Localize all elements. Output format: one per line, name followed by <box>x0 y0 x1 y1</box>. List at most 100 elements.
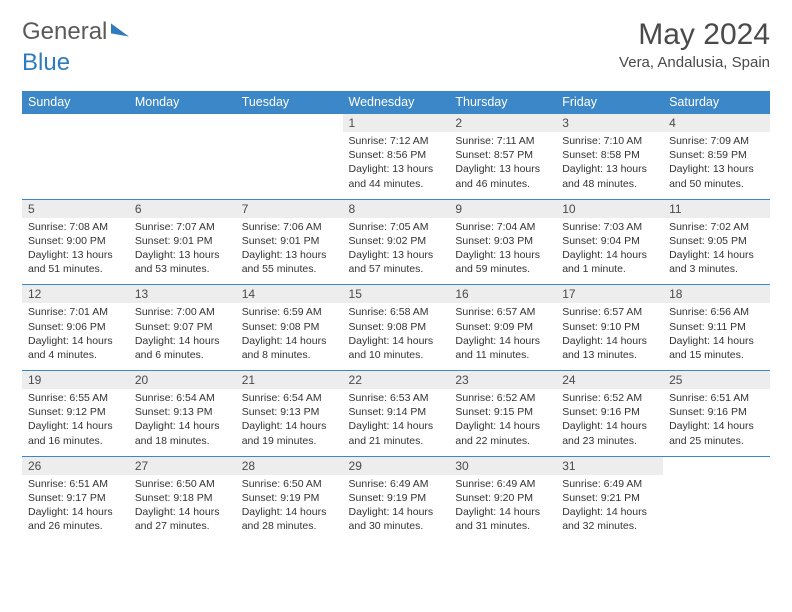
daylight-text-1: Daylight: 13 hours <box>455 162 550 176</box>
daylight-text-1: Daylight: 14 hours <box>242 334 337 348</box>
daylight-text-2: and 6 minutes. <box>135 348 230 362</box>
day-cell-23: 23Sunrise: 6:52 AMSunset: 9:15 PMDayligh… <box>449 371 556 457</box>
day-cell-29: 29Sunrise: 6:49 AMSunset: 9:19 PMDayligh… <box>343 456 450 541</box>
daylight-text-2: and 50 minutes. <box>669 177 764 191</box>
daylight-text-2: and 1 minute. <box>562 262 657 276</box>
calendar-table: SundayMondayTuesdayWednesdayThursdayFrid… <box>22 91 770 541</box>
day-number: 7 <box>236 200 343 218</box>
day-data: Sunrise: 7:09 AMSunset: 8:59 PMDaylight:… <box>663 132 770 199</box>
day-data: Sunrise: 7:11 AMSunset: 8:57 PMDaylight:… <box>449 132 556 199</box>
day-data: Sunrise: 6:58 AMSunset: 9:08 PMDaylight:… <box>343 303 450 370</box>
day-number: 13 <box>129 285 236 303</box>
day-header-monday: Monday <box>129 91 236 114</box>
day-cell-20: 20Sunrise: 6:54 AMSunset: 9:13 PMDayligh… <box>129 371 236 457</box>
daylight-text-1: Daylight: 14 hours <box>28 419 123 433</box>
day-data: Sunrise: 6:57 AMSunset: 9:10 PMDaylight:… <box>556 303 663 370</box>
daylight-text-1: Daylight: 14 hours <box>562 419 657 433</box>
day-cell-28: 28Sunrise: 6:50 AMSunset: 9:19 PMDayligh… <box>236 456 343 541</box>
daylight-text-2: and 11 minutes. <box>455 348 550 362</box>
sunset-text: Sunset: 9:19 PM <box>242 491 337 505</box>
week-row: 5Sunrise: 7:08 AMSunset: 9:00 PMDaylight… <box>22 199 770 285</box>
day-data: Sunrise: 7:03 AMSunset: 9:04 PMDaylight:… <box>556 218 663 285</box>
sunrise-text: Sunrise: 6:59 AM <box>242 305 337 319</box>
sunset-text: Sunset: 9:05 PM <box>669 234 764 248</box>
daylight-text-2: and 55 minutes. <box>242 262 337 276</box>
day-data: Sunrise: 6:55 AMSunset: 9:12 PMDaylight:… <box>22 389 129 456</box>
day-cell-15: 15Sunrise: 6:58 AMSunset: 9:08 PMDayligh… <box>343 285 450 371</box>
day-data: Sunrise: 6:51 AMSunset: 9:17 PMDaylight:… <box>22 475 129 542</box>
calendar-head: SundayMondayTuesdayWednesdayThursdayFrid… <box>22 91 770 114</box>
day-data <box>22 132 129 156</box>
sunrise-text: Sunrise: 6:51 AM <box>28 477 123 491</box>
daylight-text-2: and 44 minutes. <box>349 177 444 191</box>
day-number: 18 <box>663 285 770 303</box>
daylight-text-2: and 15 minutes. <box>669 348 764 362</box>
sunset-text: Sunset: 9:18 PM <box>135 491 230 505</box>
sunrise-text: Sunrise: 6:50 AM <box>242 477 337 491</box>
daylight-text-2: and 48 minutes. <box>562 177 657 191</box>
sunset-text: Sunset: 9:00 PM <box>28 234 123 248</box>
sunrise-text: Sunrise: 7:03 AM <box>562 220 657 234</box>
day-header-sunday: Sunday <box>22 91 129 114</box>
day-data: Sunrise: 6:49 AMSunset: 9:19 PMDaylight:… <box>343 475 450 542</box>
day-cell-2: 2Sunrise: 7:11 AMSunset: 8:57 PMDaylight… <box>449 114 556 200</box>
day-number: 3 <box>556 114 663 132</box>
sunrise-text: Sunrise: 6:49 AM <box>562 477 657 491</box>
day-cell-18: 18Sunrise: 6:56 AMSunset: 9:11 PMDayligh… <box>663 285 770 371</box>
day-data: Sunrise: 7:00 AMSunset: 9:07 PMDaylight:… <box>129 303 236 370</box>
daylight-text-1: Daylight: 14 hours <box>669 248 764 262</box>
day-header-friday: Friday <box>556 91 663 114</box>
sunset-text: Sunset: 9:09 PM <box>455 320 550 334</box>
day-number: 30 <box>449 457 556 475</box>
daylight-text-1: Daylight: 13 hours <box>242 248 337 262</box>
daylight-text-1: Daylight: 14 hours <box>669 334 764 348</box>
day-cell-24: 24Sunrise: 6:52 AMSunset: 9:16 PMDayligh… <box>556 371 663 457</box>
day-data: Sunrise: 7:05 AMSunset: 9:02 PMDaylight:… <box>343 218 450 285</box>
sunset-text: Sunset: 9:02 PM <box>349 234 444 248</box>
day-data <box>236 132 343 156</box>
day-cell-empty <box>22 114 129 200</box>
sunrise-text: Sunrise: 7:00 AM <box>135 305 230 319</box>
daylight-text-2: and 21 minutes. <box>349 434 444 448</box>
sunset-text: Sunset: 9:16 PM <box>669 405 764 419</box>
week-row: 26Sunrise: 6:51 AMSunset: 9:17 PMDayligh… <box>22 456 770 541</box>
day-data <box>663 475 770 499</box>
sunset-text: Sunset: 9:20 PM <box>455 491 550 505</box>
day-number: 27 <box>129 457 236 475</box>
day-cell-11: 11Sunrise: 7:02 AMSunset: 9:05 PMDayligh… <box>663 199 770 285</box>
sunset-text: Sunset: 9:04 PM <box>562 234 657 248</box>
sunrise-text: Sunrise: 6:57 AM <box>455 305 550 319</box>
day-cell-26: 26Sunrise: 6:51 AMSunset: 9:17 PMDayligh… <box>22 456 129 541</box>
day-data: Sunrise: 6:50 AMSunset: 9:18 PMDaylight:… <box>129 475 236 542</box>
sunset-text: Sunset: 9:01 PM <box>135 234 230 248</box>
sunrise-text: Sunrise: 6:58 AM <box>349 305 444 319</box>
day-number: 12 <box>22 285 129 303</box>
daylight-text-1: Daylight: 13 hours <box>349 162 444 176</box>
daylight-text-1: Daylight: 14 hours <box>562 505 657 519</box>
sunset-text: Sunset: 9:12 PM <box>28 405 123 419</box>
day-number: 1 <box>343 114 450 132</box>
sunrise-text: Sunrise: 7:12 AM <box>349 134 444 148</box>
daylight-text-1: Daylight: 13 hours <box>562 162 657 176</box>
daylight-text-1: Daylight: 14 hours <box>455 505 550 519</box>
day-number: 28 <box>236 457 343 475</box>
sunrise-text: Sunrise: 6:51 AM <box>669 391 764 405</box>
day-number: 8 <box>343 200 450 218</box>
day-cell-27: 27Sunrise: 6:50 AMSunset: 9:18 PMDayligh… <box>129 456 236 541</box>
daylight-text-1: Daylight: 14 hours <box>135 419 230 433</box>
week-row: 19Sunrise: 6:55 AMSunset: 9:12 PMDayligh… <box>22 371 770 457</box>
daylight-text-1: Daylight: 13 hours <box>135 248 230 262</box>
day-number: 21 <box>236 371 343 389</box>
sunrise-text: Sunrise: 6:49 AM <box>455 477 550 491</box>
day-data: Sunrise: 6:53 AMSunset: 9:14 PMDaylight:… <box>343 389 450 456</box>
day-cell-13: 13Sunrise: 7:00 AMSunset: 9:07 PMDayligh… <box>129 285 236 371</box>
sunset-text: Sunset: 9:19 PM <box>349 491 444 505</box>
sunrise-text: Sunrise: 6:54 AM <box>135 391 230 405</box>
daylight-text-2: and 46 minutes. <box>455 177 550 191</box>
sunset-text: Sunset: 8:56 PM <box>349 148 444 162</box>
sunrise-text: Sunrise: 7:11 AM <box>455 134 550 148</box>
daylight-text-2: and 16 minutes. <box>28 434 123 448</box>
sunrise-text: Sunrise: 6:54 AM <box>242 391 337 405</box>
daylight-text-2: and 19 minutes. <box>242 434 337 448</box>
day-data: Sunrise: 6:50 AMSunset: 9:19 PMDaylight:… <box>236 475 343 542</box>
